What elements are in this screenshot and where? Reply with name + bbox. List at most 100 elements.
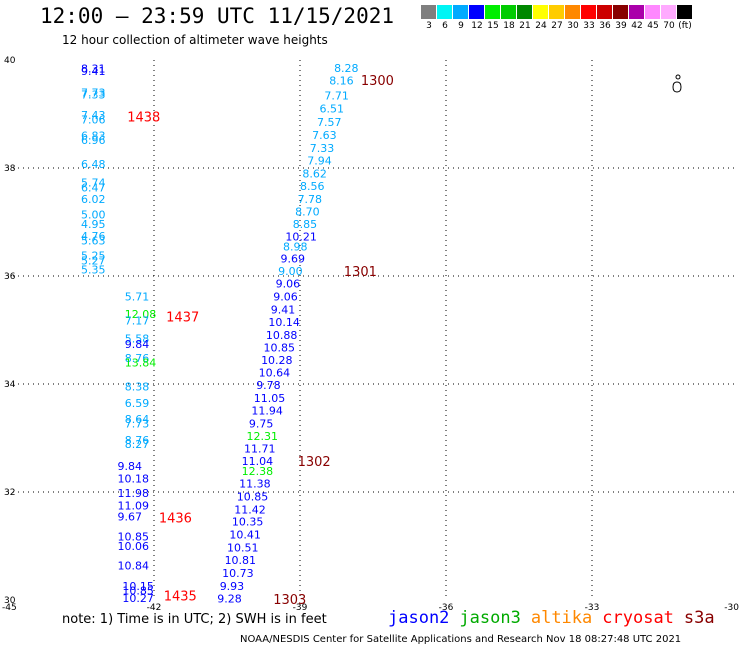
legend-entry: cryosat (602, 608, 674, 628)
wave-height-value: 10.85 (264, 341, 296, 354)
track-time-label: 1300 (361, 74, 394, 89)
wave-height-value: 9.84 (118, 460, 143, 473)
wave-height-value: 8.62 (302, 167, 327, 180)
lat-tick-label: 34 (4, 380, 16, 390)
wave-height-value: 11.04 (242, 455, 274, 468)
island-marker (672, 74, 682, 93)
color-scale-label: (ft) (678, 21, 692, 31)
wave-height-value: 11.05 (254, 392, 286, 405)
satellite-track: 8.288.16 7.716.517.577.637.337.948.628.56… (293, 62, 394, 231)
wave-height-value: 5.63 (81, 234, 106, 247)
wave-height-value: 5.25 (81, 249, 106, 262)
wave-height-value: 8.98 (283, 240, 308, 253)
footnote: note: 1) Time is in UTC; 2) SWH is in fe… (62, 612, 327, 627)
page-subtitle: 12 hour collection of altimeter wave hei… (62, 33, 328, 47)
wave-height-value: 10.35 (232, 516, 264, 529)
wave-height-value: 7.43 (81, 109, 106, 122)
legend-entry: altika (530, 608, 593, 628)
lon-tick-label: -45 (2, 603, 17, 613)
color-scale-label: 24 (535, 21, 547, 31)
satellite-track: 5.7112.087.175.589.848.7613.848.386.598.… (125, 291, 199, 451)
wave-height-value: 7.94 (307, 154, 332, 167)
wave-height-value: 7.78 (298, 193, 323, 206)
track-time-label: 1436 (159, 511, 192, 526)
wave-height-value: 10.73 (222, 567, 254, 580)
wave-height-value: 9.78 (256, 379, 281, 392)
wave-height-value: 8.31 (81, 63, 106, 76)
wave-height-value: 5.00 (81, 208, 106, 221)
wave-height-value: 7.57 (317, 116, 342, 129)
color-scale (421, 5, 693, 19)
color-swatch (645, 5, 661, 19)
satellite-track: 8.319.41 7.737.33 7.437.06 6.836.96 6.48 5.74… (81, 63, 160, 277)
legend-entry: s3a (683, 608, 715, 628)
wave-height-value: 10.06 (118, 540, 150, 553)
satellite-track: 11.0412.3811.3810.8511.4210.3510.4110.51… (217, 455, 330, 605)
color-scale-label: 6 (442, 21, 448, 31)
wave-height-value: 5.27 (81, 254, 106, 267)
wave-height-value: 10.21 (285, 231, 317, 244)
wave-height-value: 7.06 (81, 113, 106, 126)
wave-height-value: 8.70 (295, 206, 320, 219)
color-scale-label: 18 (503, 21, 515, 31)
wave-height-value: 10.85 (118, 530, 150, 543)
color-scale-label: 36 (599, 21, 611, 31)
track-time-label: 1435 (164, 590, 197, 605)
wave-height-value: 11.38 (239, 477, 271, 490)
wave-height-value: 6.51 (319, 103, 344, 116)
wave-height-value: 7.71 (324, 90, 349, 103)
color-swatch (421, 5, 437, 19)
wave-height-value: 9.84 (125, 338, 150, 351)
track-time-label: 1437 (166, 311, 199, 326)
color-swatch (469, 5, 485, 19)
wave-height-value: 9.28 (217, 592, 242, 605)
color-swatch (565, 5, 581, 19)
wave-height-value: 6.48 (81, 158, 106, 171)
wave-height-value: 7.73 (81, 86, 106, 99)
wave-height-value: 5.71 (125, 291, 150, 304)
credit-line: NOAA/NESDIS Center for Satellite Applica… (240, 634, 682, 645)
wave-height-value: 5.35 (81, 264, 106, 277)
color-scale-label: 9 (458, 21, 464, 31)
wave-height-value: 10.15 (122, 580, 154, 593)
track-time-label: 1302 (298, 455, 331, 470)
wave-height-value: 8.76 (125, 352, 150, 365)
lat-tick-label: 40 (4, 56, 16, 66)
color-swatch (533, 5, 549, 19)
wave-height-value: 10.51 (227, 542, 259, 555)
lon-tick-label: -39 (293, 603, 308, 613)
wave-height-value: 5.74 (81, 177, 106, 190)
wave-height-value: 7.63 (312, 129, 337, 142)
wave-height-value: 7.73 (125, 417, 150, 430)
wave-height-value: 8.56 (300, 180, 325, 193)
wave-height-value: 12.31 (246, 430, 278, 443)
wave-height-value: 8.16 (329, 75, 354, 88)
wave-height-value: 6.96 (81, 134, 106, 147)
color-swatch (437, 5, 453, 19)
wave-height-value: 8.28 (334, 62, 359, 75)
page-title: 12:00 — 23:59 UTC 11/15/2021 (40, 4, 395, 28)
color-scale-label: 15 (487, 21, 499, 31)
color-scale-label: 33 (583, 21, 595, 31)
wave-height-value: 6.59 (125, 397, 150, 410)
wave-height-value: 10.41 (229, 529, 261, 542)
wave-height-value: 10.81 (225, 554, 256, 567)
wave-height-value: 8.85 (293, 218, 318, 231)
wave-height-value: 12.08 (125, 308, 157, 321)
wave-height-value: 4.76 (81, 230, 106, 243)
wave-height-value: 9.41 (81, 65, 106, 78)
wave-height-value: 10.88 (266, 329, 298, 342)
wave-height-value: 8.27 (125, 438, 150, 451)
wave-height-value: 9.67 (118, 510, 143, 523)
wave-height-value: 7.33 (310, 142, 335, 155)
color-scale-label: 70 (663, 21, 675, 31)
wave-height-value: 6.83 (81, 130, 106, 143)
wave-height-value: 9.06 (276, 278, 301, 291)
lat-tick-label: 38 (4, 164, 16, 174)
wave-height-value: 9.00 (278, 265, 303, 278)
legend-entry: jason3 (459, 608, 521, 628)
wave-height-value: 10.84 (118, 559, 150, 572)
